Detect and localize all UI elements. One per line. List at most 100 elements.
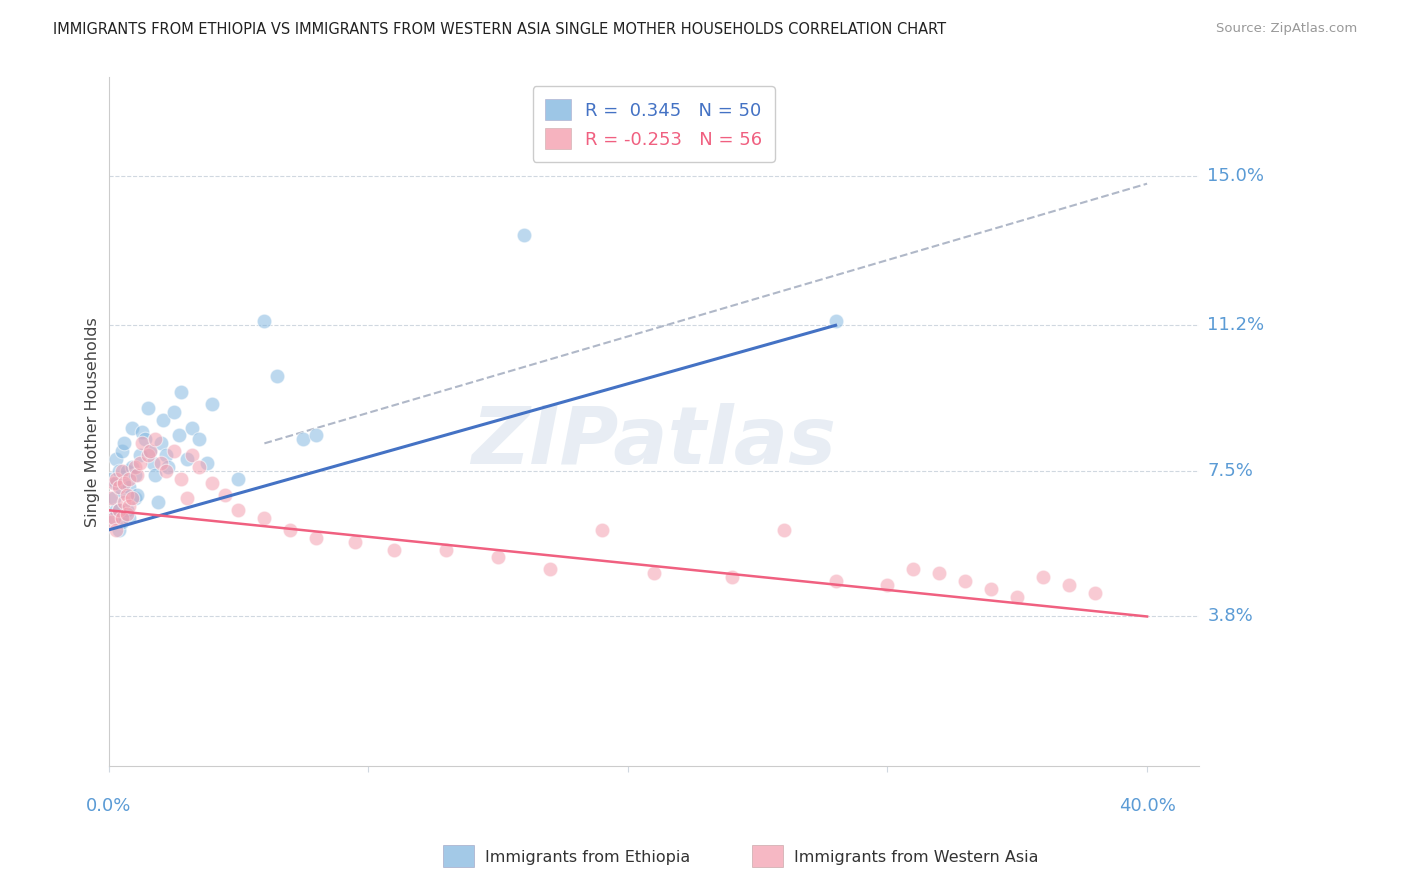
Point [149,436,172,450]
Point [382,542,405,557]
Point [110,511,132,525]
Text: Immigrants from Ethiopia: Immigrants from Ethiopia [485,850,690,864]
Point [100,491,122,506]
Point [149,456,172,470]
Point [145,433,167,447]
Point [118,511,141,525]
Point [105,503,128,517]
Point [108,464,131,478]
Point [167,428,190,442]
Point [180,420,202,434]
Point [136,401,159,415]
Text: 40.0%: 40.0% [1119,797,1175,814]
Point [201,397,224,411]
Point [824,314,846,328]
Point [115,503,138,517]
Point [105,523,128,537]
Text: ZIPatlas: ZIPatlas [471,403,837,482]
Point [128,448,150,462]
Point [108,503,131,517]
Text: 11.2%: 11.2% [1208,317,1264,334]
Point [124,491,146,506]
Point [103,511,125,525]
Point [112,475,135,490]
Point [1084,586,1107,600]
Point [136,448,159,462]
Point [253,314,276,328]
Point [124,460,146,475]
Point [344,534,367,549]
Point [155,464,177,478]
Point [228,503,250,517]
Point [292,433,315,447]
Point [124,467,146,482]
Point [118,500,141,514]
Point [146,495,169,509]
Point [108,480,131,494]
Point [112,475,135,490]
Point [105,472,128,486]
Point [772,523,794,537]
Point [876,578,898,592]
Legend: R =  0.345   N = 50, R = -0.253   N = 56: R = 0.345 N = 50, R = -0.253 N = 56 [533,87,775,161]
Point [195,456,218,470]
Point [903,562,925,576]
Point [280,523,302,537]
Point [110,464,132,478]
Point [127,487,149,501]
Point [139,444,162,458]
Point [112,495,135,509]
Point [127,467,149,482]
Point [201,475,224,490]
Text: IMMIGRANTS FROM ETHIOPIA VS IMMIGRANTS FROM WESTERN ASIA SINGLE MOTHER HOUSEHOLD: IMMIGRANTS FROM ETHIOPIA VS IMMIGRANTS F… [53,22,946,37]
Point [139,444,162,458]
Point [115,464,138,478]
Point [118,472,141,486]
Point [145,467,167,482]
Point [110,444,132,458]
Point [170,385,193,400]
Point [131,436,153,450]
Text: 0.0%: 0.0% [86,797,131,814]
Point [720,570,742,584]
Text: 3.8%: 3.8% [1208,607,1253,625]
Point [121,420,143,434]
Point [1007,590,1029,604]
Point [176,452,198,467]
Point [105,452,128,467]
Point [1032,570,1054,584]
Point [110,515,132,529]
Point [131,425,153,439]
Point [118,480,141,494]
Point [591,523,613,537]
Point [103,511,125,525]
Point [121,460,143,475]
Point [305,531,328,545]
Point [108,503,131,517]
Point [110,483,132,498]
Point [103,491,125,506]
Point [188,460,211,475]
Point [162,444,184,458]
Point [142,456,165,470]
Point [128,456,150,470]
Point [170,472,193,486]
Point [486,550,509,565]
Point [253,511,276,525]
Point [266,369,288,384]
Point [100,515,122,529]
Point [824,574,846,588]
Point [434,542,457,557]
Point [134,433,156,447]
Point [928,566,950,581]
Point [176,491,198,506]
Point [513,227,536,242]
Point [1057,578,1080,592]
Point [162,405,184,419]
Point [980,582,1002,596]
Text: Source: ZipAtlas.com: Source: ZipAtlas.com [1216,22,1357,36]
Point [188,433,211,447]
Point [155,448,177,462]
Text: 7.5%: 7.5% [1208,462,1253,480]
Point [180,448,202,462]
